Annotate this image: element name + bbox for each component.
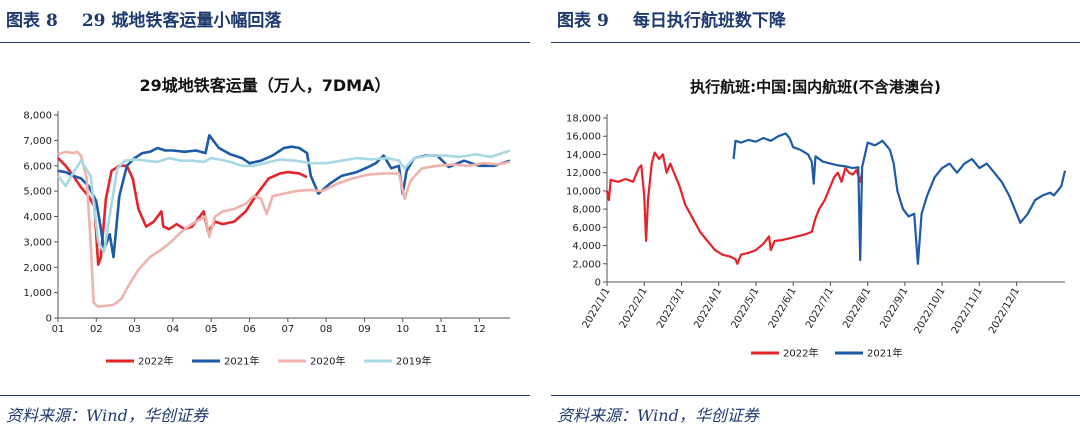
heading-rule: [551, 42, 1080, 43]
x-tick-label: 07: [281, 324, 294, 335]
x-tick-label: 05: [205, 324, 218, 335]
x-tick-label: 2022/12/1: [987, 286, 1022, 336]
heading-rule: [0, 42, 530, 43]
source-note: 资料来源：Wind，华创证券: [6, 406, 208, 425]
y-tick-label: 6,000: [572, 223, 601, 234]
figure-caption: 每日执行航班数下降: [632, 11, 786, 31]
x-tick-label: 01: [52, 324, 65, 335]
figure-panel-right: 图表 9 每日执行航班数下降 执行航班:中国:国内航班(不含港澳台) 0 2,000 4…: [551, 0, 1080, 436]
y-tick-label: 6,000: [23, 161, 52, 172]
y-tick-label: 3,000: [23, 237, 52, 248]
x-tick-label: 11: [435, 324, 448, 335]
source-rule: [551, 395, 1080, 396]
x-tick-label: 2022/3/1: [655, 286, 687, 330]
y-tick-label: 0: [46, 314, 52, 325]
chart-right-svg: 0 2,000 4,000 6,000 8,000 10,000 12,000 14,000 1…: [566, 114, 1067, 360]
figure-label: 图表: [557, 11, 591, 31]
x-tick-label: 2022/7/1: [804, 286, 836, 330]
figure-label: 图表: [6, 11, 40, 31]
x-tick-label: 2022/2/1: [618, 286, 650, 330]
x-tick-label: 2022/8/1: [841, 286, 873, 330]
x-tick-label: 10: [396, 324, 409, 335]
series-line-2021年: [57, 134, 511, 259]
x-tick-label: 09: [358, 324, 371, 335]
y-tick-label: 2,000: [572, 259, 601, 270]
x-tick-label: 08: [320, 324, 333, 335]
x-tick-label: 2022/9/1: [878, 286, 910, 330]
legend-label: 2020年: [310, 355, 345, 368]
x-tick-label: 2022/5/1: [730, 286, 762, 330]
y-tick-label: 12,000: [566, 168, 601, 179]
legend-label: 2021年: [224, 355, 259, 368]
x-tick-label: 04: [167, 324, 180, 335]
y-tick-label: 7,000: [23, 136, 52, 147]
series-line-2021年: [732, 132, 1067, 265]
figure-number: 9: [597, 11, 609, 31]
y-tick-label: 8,000: [572, 205, 601, 216]
y-tick-label: 8,000: [23, 111, 52, 122]
x-tick-label: 06: [243, 324, 256, 335]
figure-number: 8: [46, 11, 58, 31]
legend-label: 2022年: [783, 347, 818, 360]
y-tick-label: 1,000: [23, 288, 52, 299]
source-rule: [0, 395, 530, 396]
series-line-2020年: [57, 150, 511, 308]
y-tick-label: 4,000: [572, 241, 601, 252]
series-line-2019年: [56, 149, 511, 254]
figure-caption: 29 城地铁客运量小幅回落: [81, 11, 282, 31]
x-tick-label: 2022/11/1: [950, 286, 985, 336]
y-tick-label: 4,000: [23, 212, 52, 223]
figure-heading: 图表 9 每日执行航班数下降: [557, 6, 786, 31]
chart-title: 执行航班:中国:国内航班(不含港澳台): [690, 78, 941, 96]
x-tick-label: 2022/4/1: [692, 286, 724, 330]
chart-left-svg: 0 1,000 2,000 3,000 4,000 5,000 6,000 7,000 8,00…: [23, 111, 511, 368]
y-tick-label: 14,000: [566, 150, 601, 161]
y-tick-label: 5,000: [23, 187, 52, 198]
x-tick-label: 2022/6/1: [767, 286, 799, 330]
legend-label: 2021年: [867, 347, 902, 360]
chart-title: 29城地铁客运量（万人，7DMA）: [139, 76, 391, 95]
y-tick-label: 18,000: [566, 114, 601, 125]
x-tick-label: 12: [473, 324, 486, 335]
legend-label: 2019年: [396, 355, 431, 368]
figure-panel-left: 图表 8 29 城地铁客运量小幅回落 29城地铁客运量（万人，7DMA） 0 1,00…: [0, 0, 530, 436]
y-tick-label: 0: [595, 278, 601, 289]
series-line-2022年: [605, 151, 864, 265]
figure-heading: 图表 8 29 城地铁客运量小幅回落: [6, 6, 281, 31]
y-tick-label: 16,000: [566, 132, 601, 143]
legend-label: 2022年: [138, 355, 173, 368]
x-tick-label: 02: [90, 324, 103, 335]
x-tick-label: 03: [128, 324, 141, 335]
y-tick-label: 2,000: [23, 263, 52, 274]
x-tick-label: 2022/1/1: [581, 286, 613, 330]
y-tick-label: 10,000: [566, 186, 601, 197]
source-note: 资料来源：Wind，华创证券: [557, 406, 759, 425]
x-tick-label: 2022/10/1: [913, 286, 948, 336]
